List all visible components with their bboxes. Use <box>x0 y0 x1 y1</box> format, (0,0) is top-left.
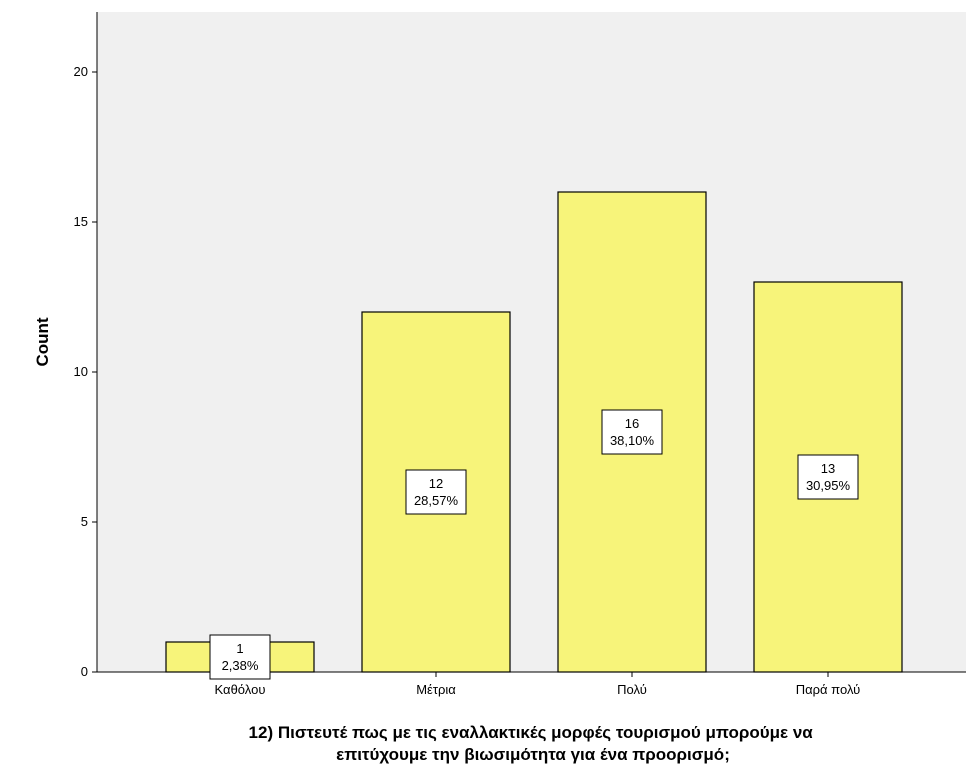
data-label-box <box>797 454 859 500</box>
data-label-percent: 30,95% <box>806 478 851 493</box>
data-label-box <box>601 409 663 455</box>
y-tick-label: 5 <box>81 514 88 529</box>
data-label-count: 12 <box>429 476 443 491</box>
data-label-count: 13 <box>821 461 835 476</box>
y-axis-label: Count <box>33 317 52 366</box>
y-tick-label: 15 <box>74 214 88 229</box>
x-tick-label: Καθόλου <box>215 682 266 697</box>
y-tick-label: 0 <box>81 664 88 679</box>
x-tick-label: Μέτρια <box>416 682 456 697</box>
x-axis-label-line-1: 12) Πιστευτέ πως με τις εναλλακτικές μορ… <box>249 723 814 742</box>
axes: 0 5 10 15 20 Καθόλου Μέτρια Πολύ Παρά πολύ <box>74 12 966 697</box>
data-labels: 1 2,38% 12 28,57% 16 38,10% 13 30,95% <box>209 409 859 680</box>
x-axis-label: 12) Πιστευτέ πως με τις εναλλακτικές μορ… <box>249 723 818 764</box>
x-axis-label-line-2: επιτύχουμε την βιωσιμότητα για ένα προορ… <box>336 745 730 764</box>
data-label-box <box>209 634 271 680</box>
data-label-percent: 2,38% <box>222 658 259 673</box>
data-label-count: 1 <box>236 641 243 656</box>
data-label-count: 16 <box>625 416 639 431</box>
data-label-box <box>405 469 467 515</box>
x-tick-label: Πολύ <box>617 682 647 697</box>
y-tick-label: 20 <box>74 64 88 79</box>
y-tick-label: 10 <box>74 364 88 379</box>
data-label-percent: 38,10% <box>610 433 655 448</box>
data-label-percent: 28,57% <box>414 493 459 508</box>
x-tick-label: Παρά πολύ <box>796 682 861 697</box>
